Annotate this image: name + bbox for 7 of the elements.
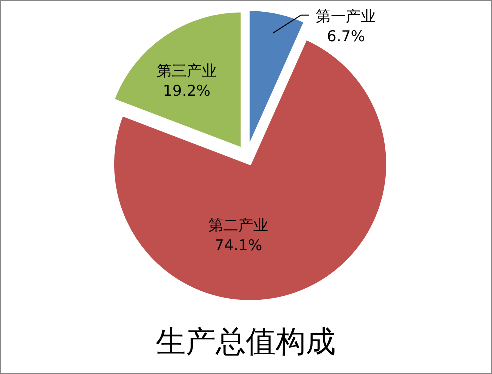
text: 生产总值构成 <box>156 325 336 360</box>
slice-label: 第二产业 <box>208 216 269 235</box>
slice-label: 第一产业 <box>316 7 376 26</box>
data-label: 6.7% <box>327 27 366 46</box>
slice-label: 第三产业 <box>156 62 217 80</box>
data-label: 74.1% <box>214 236 262 255</box>
data-label: 19.2% <box>163 82 211 100</box>
